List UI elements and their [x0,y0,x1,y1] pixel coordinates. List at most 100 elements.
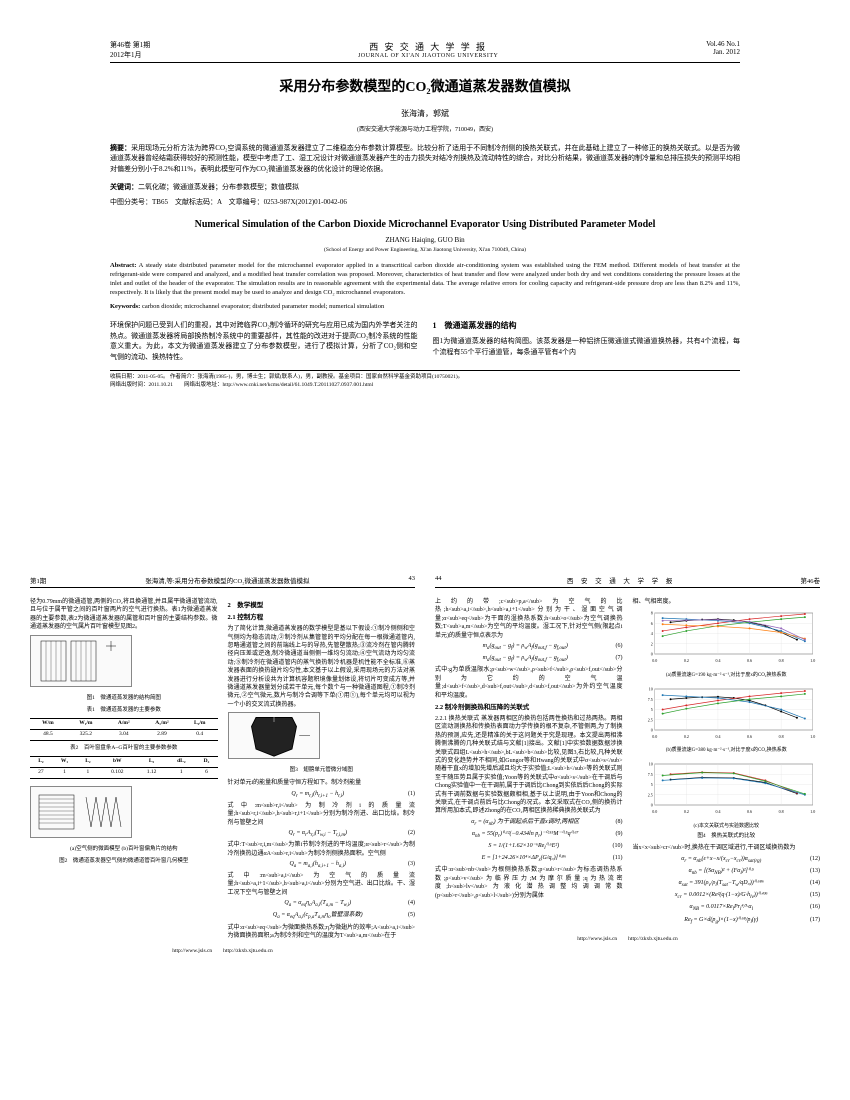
section-1-title: 1 微通道蒸发器的结构 [433,320,741,332]
authors-en: ZHANG Haiqing, GUO Bin [110,236,740,244]
header-left: 第46卷 第1期 2012年1月 [110,40,150,60]
header-center: 西 安 交 通 大 学 学 报 JOURNAL OF XI'AN JIAOTON… [150,40,706,60]
col2-text1: 为了简化计算,微通道蒸发器的数学模型是基以下假设:①制冷侧侧和空气侧均为稳态流动… [228,625,416,709]
eq-10: S = 1/(1+1.62×10⁻⁶Rel⁰·⁶E²)(10) [435,842,623,852]
keywords-en-block: Keywords: carbon dioxide; microchannel e… [110,303,740,310]
col1-text1: 径为0.79mm的微通道管,两侧的CO₂将且换通管,并且属平微通道管流动,且与位… [30,598,218,632]
svg-text:0.8: 0.8 [778,809,783,814]
cols-left: 径为0.79mm的微通道管,两侧的CO₂将且换通管,并且属平微通道管流动,且与位… [30,598,415,940]
footer-url-l: http://www.jsls.cn http://zkxb.xjtu.edu.… [30,946,415,954]
page-2-spread: 第1期 张海清,等:采用分布参数模型的CO₂微通道蒸发器数值模拟 43 径为0.… [0,550,850,1100]
abstract-en-label: Abstract: [110,262,136,269]
intro-body: 环境保护问题已受到人们的重视，其中对跨临界CO₂制冷循环的研究与应用已成为国内外… [110,320,740,362]
keywords-cn-label: 关键词： [110,183,138,191]
affil-cn: (西安交通大学能源与动力工程学院，710049，西安) [110,124,740,133]
journal-header: 第46卷 第1期 2012年1月 西 安 交 通 大 学 学 报 JOURNAL… [110,40,740,63]
footer-online: 网络出版时间：2011.10.21 网络出版地址：http://www.cnki… [110,382,740,389]
header-right: Vol.46 No.1 Jan. 2012 [706,40,740,60]
chart-4c-sub: (c)本文关联式与实验数据比较 [633,823,821,830]
abstract-cn-block: 摘要：采用现场元分析方法为跨界CO₂空调系统的微通道蒸发器建立了二维稳态分布参数… [110,143,740,175]
subsec-2-2: 2.2 制冷剂侧换热和压降的关联式 [435,703,623,712]
svg-text:2.5: 2.5 [647,792,652,797]
eq-9: αnb = 55(pr)⁰·¹²(−0.434ln pr)⁻⁰·⁵⁵M⁻⁰·⁵q… [435,830,623,840]
vol-en: Vol.46 No.1 [706,40,740,48]
fig4-caption: 图4 换热关联式的比较 [633,833,821,841]
col2-text2: 针对单元i的能量和质量守恒方程如下。制冷剂能量 [228,779,416,787]
intro-p1: 环境保护问题已受到人们的重视，其中对跨临界CO₂制冷循环的研究与应用已成为国内外… [110,321,418,350]
eq-8: αr = (αnb) 为干调起点后干直x调时,两相区(8) [435,818,623,828]
abstract-en-text: A steady state distributed parameter mod… [110,262,740,296]
svg-text:2: 2 [650,642,652,647]
title-en: Numerical Simulation of the Carbon Dioxi… [110,219,740,230]
col2-text3: 式中:m<sub>r,i</sub>为制冷剂i的质量流量;h<sub>r,i</… [228,802,416,827]
svg-text:8: 8 [650,611,652,616]
keywords-en-text: carbon dioxide; microchannel evaporator;… [142,303,384,310]
col4-text1: 相、气相密度。 [633,598,821,606]
eq-11: E = [1+24.26×10⁴×ΔPs(G/q₀)]⁰·⁸⁶(11) [435,854,623,864]
svg-text:0.0: 0.0 [652,658,657,663]
intro-p2: 气侧的流动、换热特性。 [110,353,187,361]
table-1: W/mW₁/mA/m²A₁/m²L₂/m 48.5325.23.042.890.… [30,718,218,740]
svg-text:10: 10 [648,762,652,767]
running-head-right: 44 西 安 交 通 大 学 学 报 第46卷 [435,575,820,588]
svg-text:0.8: 0.8 [778,658,783,663]
col-4: 相、气相密度。 0.00.20.40.60.81.002468 (a)质量流速G… [633,598,821,928]
col4-text2: 当x<x<sub>cr</sub>时,换热在干调区域进行,干调区域换热数为 [633,844,821,852]
affil-en: (School of Energy and Power Engineering,… [110,247,740,253]
svg-text:0.0: 0.0 [652,809,657,814]
rh-title-r: 西 安 交 通 大 学 学 报 [567,578,675,585]
rh-title-l: 张海清,等:采用分布参数模型的CO₂微通道蒸发器数值模拟 [145,578,309,585]
page1-footer: 收稿日期：2011-05-05。 作者简介：张海清(1985-)，男，博士生；郭… [110,370,740,388]
svg-text:4: 4 [650,631,652,636]
cols-right: 上约的带;c<sub>p,a</sub>为空气的比热;h<sub>a,i</su… [435,598,820,928]
chart-4b: 0.00.20.40.60.81.002.557.510 [633,685,821,740]
svg-text:0.2: 0.2 [683,734,688,739]
col2-text5: 式中:m<sub>a,i</sub>为空气的质量流量;h<sub>a,i+1</… [228,872,416,897]
running-head-left: 第1期 张海清,等:采用分布参数模型的CO₂微通道蒸发器数值模拟 43 [30,575,415,588]
keywords-cn-text: 二氧化碳；微通道蒸发器；分布参数模型；数值模拟 [138,183,299,191]
fig2-caption: 图2 微通道蒸发器空气侧的微通道管百叶窗几何模型 [30,858,218,866]
date-cn: 2012年1月 [110,50,150,60]
sheet-43: 第1期 张海清,等:采用分布参数模型的CO₂微通道蒸发器数值模拟 43 径为0.… [30,575,415,954]
eq-15: xcr = 0.0012×(Re²(q·(1−x)/G·hlv))⁰·⁴³⁶(1… [633,891,821,901]
eq-6: ma(gout − gf) = ρwAf(gout,f − gf,out)(6) [435,642,623,652]
vol-issue-cn: 第46卷 第1期 [110,40,150,50]
journal-en: JOURNAL OF XI'AN JIAOTONG UNIVERSITY [150,53,706,59]
figure-1 [30,635,132,687]
svg-text:0: 0 [650,652,652,657]
fig1-caption: 图1 微通道蒸发器的结构简图 [30,695,218,703]
svg-text:0: 0 [650,803,652,808]
eq-16: αNB = 0.0117×RelPrl⁴/³·αl(16) [633,903,821,913]
svg-text:2.5: 2.5 [647,717,652,722]
eq-17: Ref = G×d(pg)×(1−x)⁰·⁶⁸/pl(γ)(17) [633,916,821,926]
eq-13: αnb = [(SαNB)² + (Fαl)²]⁰·⁵(13) [633,867,821,877]
chart-4a-sub: (a)质量流速G=190 kg·m⁻²·s⁻¹,对比于度x的CO₂换热系数 [633,672,821,679]
svg-text:7.5: 7.5 [647,772,652,777]
col-3: 上约的带;c<sub>p,a</sub>为空气的比热;h<sub>a,i</su… [435,598,623,928]
keywords-en-label: Keywords: [110,303,140,310]
svg-text:1.0: 1.0 [810,658,815,663]
eq-1: Qr = mr,i(hr,i+1 − hr,i)(1) [228,790,416,800]
col-2: 2 数学模型 2.1 控制方程 为了简化计算,微通道蒸发器的数学模型是基以下假设… [228,598,416,940]
col3-text2: 式中:g为单质温限水;ρ<sub>w</sub>,ρ<sub>f</sub>,ρ… [435,666,623,700]
svg-text:0.0: 0.0 [652,734,657,739]
svg-text:10: 10 [648,686,652,691]
table2-caption: 表2 百叶窗盘条A~G百叶窗的主要参数参数 [30,745,218,753]
title-cn: 采用分布参数模型的CO₂微通道蒸发器数值模拟 [110,78,740,98]
eq-4: Qa = αeqηoAa,i(Ta,m − Tw,i)(4) [228,899,416,909]
fig3-caption: 图3 翅膀单元管微分域图 [228,767,416,775]
svg-text:0.6: 0.6 [747,809,752,814]
svg-text:5: 5 [650,707,652,712]
col2-text6: 式中:α<sub>eq</sub>为微面换热系数;η为微翅片的效率;A<sub>… [228,924,416,941]
page-num-43: 43 [409,575,416,582]
eq-3: Qa = ma,i(ha,i+1 − ha,i)(3) [228,860,416,870]
page-num-44: 44 [435,575,442,582]
svg-text:0.2: 0.2 [683,809,688,814]
col2-text4: 式中:T<sub>r,i,m</sub>为第i节制冷剂进的平均温度;α<sub>… [228,841,416,858]
svg-text:0.4: 0.4 [715,809,720,814]
col3-text4: 式中:α<sub>nb</sub>为根侧换热系数;p<sub>r</sub>为标… [435,866,623,900]
col-1: 径为0.79mm的微通道管,两侧的CO₂将且换通管,并且属平微通道管流动,且与位… [30,598,218,940]
svg-text:0.4: 0.4 [715,658,720,663]
eq-14: αsat = 391(ρv/ρl(Tsat−Tw/qD₀))⁰·⁶⁸⁶(14) [633,879,821,889]
col3-text3: 2.2.1 换热关联式 蒸发器两相区的换热包括两性换热和过热两热。两相区流动测换… [435,715,623,816]
